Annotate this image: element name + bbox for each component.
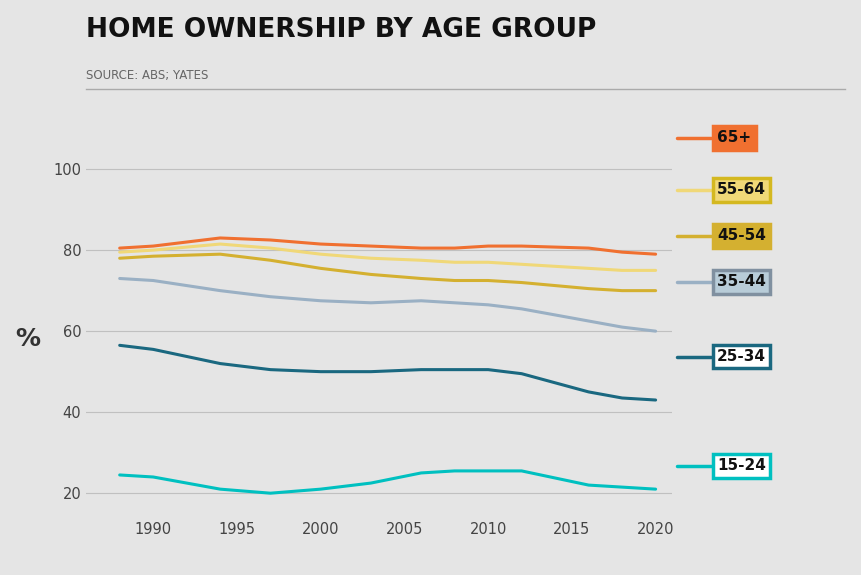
- Text: 35-44: 35-44: [716, 274, 765, 289]
- Text: 25-34: 25-34: [716, 349, 765, 364]
- Text: SOURCE: ABS; YATES: SOURCE: ABS; YATES: [86, 69, 208, 82]
- Text: 55-64: 55-64: [716, 182, 765, 197]
- Text: 65+: 65+: [716, 131, 751, 145]
- Text: %: %: [15, 327, 40, 351]
- Text: 15-24: 15-24: [716, 458, 765, 473]
- Text: 45-54: 45-54: [716, 228, 765, 243]
- Text: HOME OWNERSHIP BY AGE GROUP: HOME OWNERSHIP BY AGE GROUP: [86, 17, 596, 43]
